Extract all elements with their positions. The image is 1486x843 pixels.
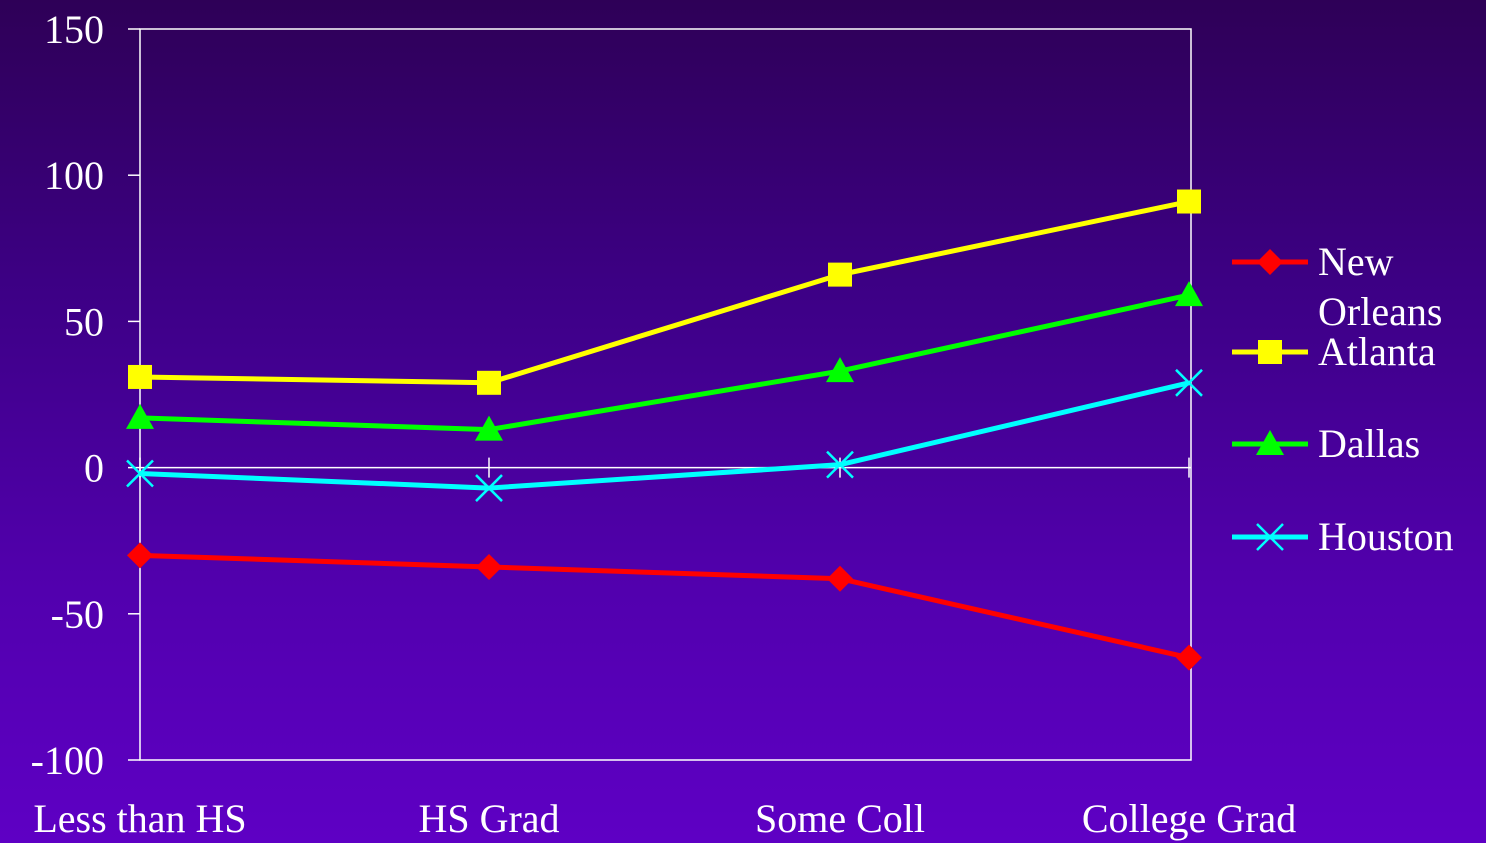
plot-border [139,28,1192,761]
data-point-diamond [1257,249,1283,275]
series-dallas [126,281,1203,441]
data-point-triangle [1256,430,1284,455]
data-point-square [128,364,152,389]
y-tick-label: -50 [51,592,104,637]
y-tick-label: 100 [44,153,104,198]
series-new-orleans [127,542,1202,671]
x-tick-label: Some Coll [755,796,925,841]
data-point-x [1256,523,1284,551]
legend-label: Dallas [1318,421,1420,466]
series-line-atlanta [139,199,1190,386]
legend-item-atlanta: Atlanta [1232,329,1436,374]
series-line-new-orleans [139,552,1190,661]
data-point-square [1258,340,1282,364]
data-point-diamond [827,565,853,592]
legend-item-dallas: Dallas [1232,421,1420,466]
data-point-diamond [127,542,153,569]
data-point-x [475,474,503,502]
series-atlanta [128,189,1201,395]
x-tick-label: College Grad [1082,796,1296,841]
legend-label: Atlanta [1318,329,1436,374]
legend-item-new-orleans: New Orleans [1232,239,1442,334]
y-tick-label: 150 [44,7,104,52]
data-point-square [477,370,501,395]
data-point-x [826,450,854,479]
series-line-dallas [139,292,1190,433]
data-point-diamond [1176,644,1202,671]
series-layer [126,189,1203,671]
data-point-x [1175,368,1203,397]
x-tick-label: HS Grad [418,796,559,841]
data-point-diamond [476,554,502,581]
data-point-triangle [1175,281,1203,307]
y-axis: 150 100 50 0 -50 -100 [31,7,140,783]
x-tick-label: Less than HS [33,796,246,841]
legend-label: New Orleans [1318,239,1442,334]
data-point-square [828,262,852,287]
data-point-square [1177,189,1201,214]
legend-label: Houston [1318,514,1454,559]
data-point-x [126,459,154,488]
y-tick-label: -100 [31,738,104,783]
x-axis: Less than HS HS Grad Some Coll College Grad [33,457,1296,841]
y-tick-label: 50 [64,299,104,344]
data-point-triangle [826,357,854,383]
plot-area [139,28,1192,761]
data-point-triangle [475,415,503,441]
series-line-houston [139,380,1190,491]
y-tick-label: 0 [84,446,104,491]
series-houston [126,368,1203,502]
legend-item-houston: Houston [1232,514,1454,559]
data-point-triangle [126,403,154,429]
